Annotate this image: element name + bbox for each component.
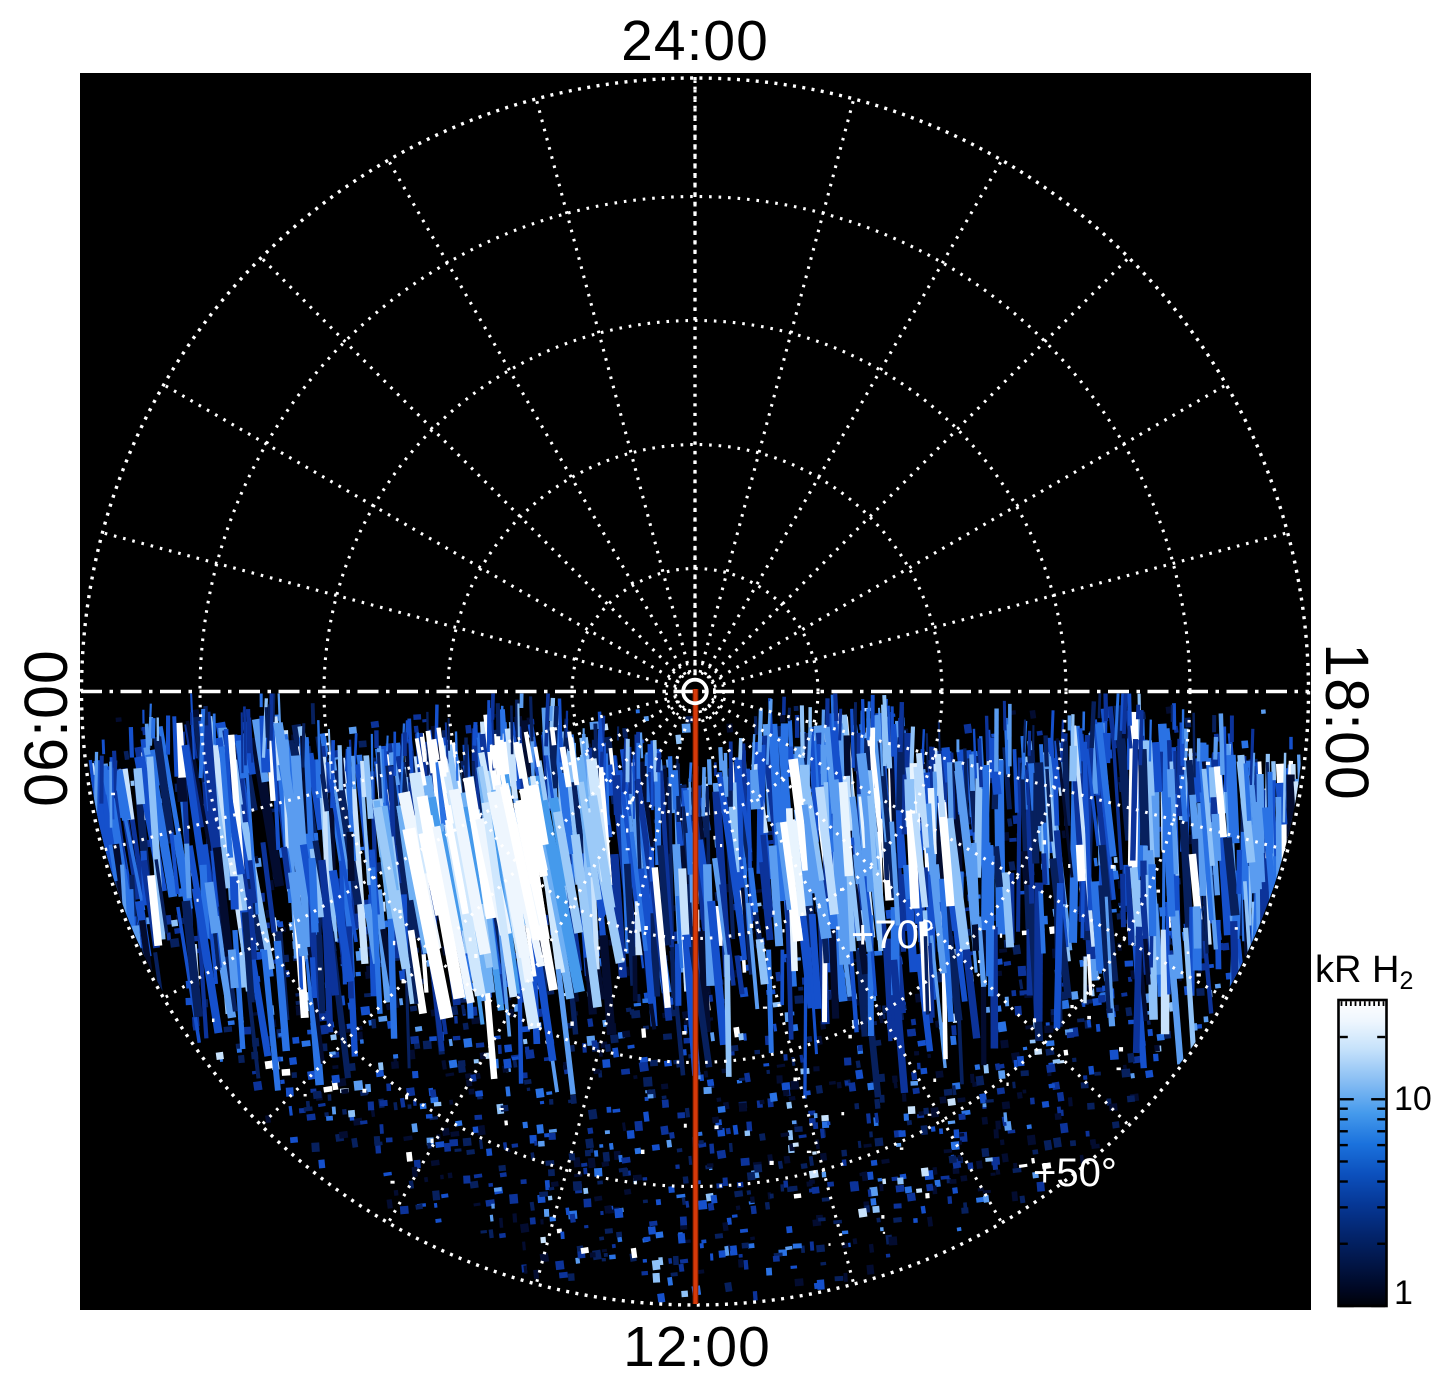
- colorbar-title: kR H2: [1315, 949, 1413, 996]
- emission-data-layer: [87, 693, 1305, 1303]
- polar-grid: [79, 76, 1311, 1307]
- latitude-label-70: +70°: [851, 913, 935, 957]
- hour-label-0600: 06:00: [12, 649, 80, 807]
- hour-label-1200: 12:00: [623, 1315, 771, 1379]
- hour-label-2400: 24:00: [621, 9, 769, 73]
- pole-ring: [681, 677, 709, 706]
- colorbar-tick-10: 10: [1394, 1080, 1432, 1118]
- colorbar-title-main: kR H: [1315, 949, 1400, 991]
- colorbar-tick-1: 1: [1394, 1274, 1413, 1312]
- hour-label-1800: 18:00: [1313, 643, 1381, 801]
- colorbar-title-sub: 2: [1399, 967, 1414, 995]
- latitude-label-50: +50°: [1033, 1151, 1117, 1195]
- colorbar: [1337, 998, 1388, 1308]
